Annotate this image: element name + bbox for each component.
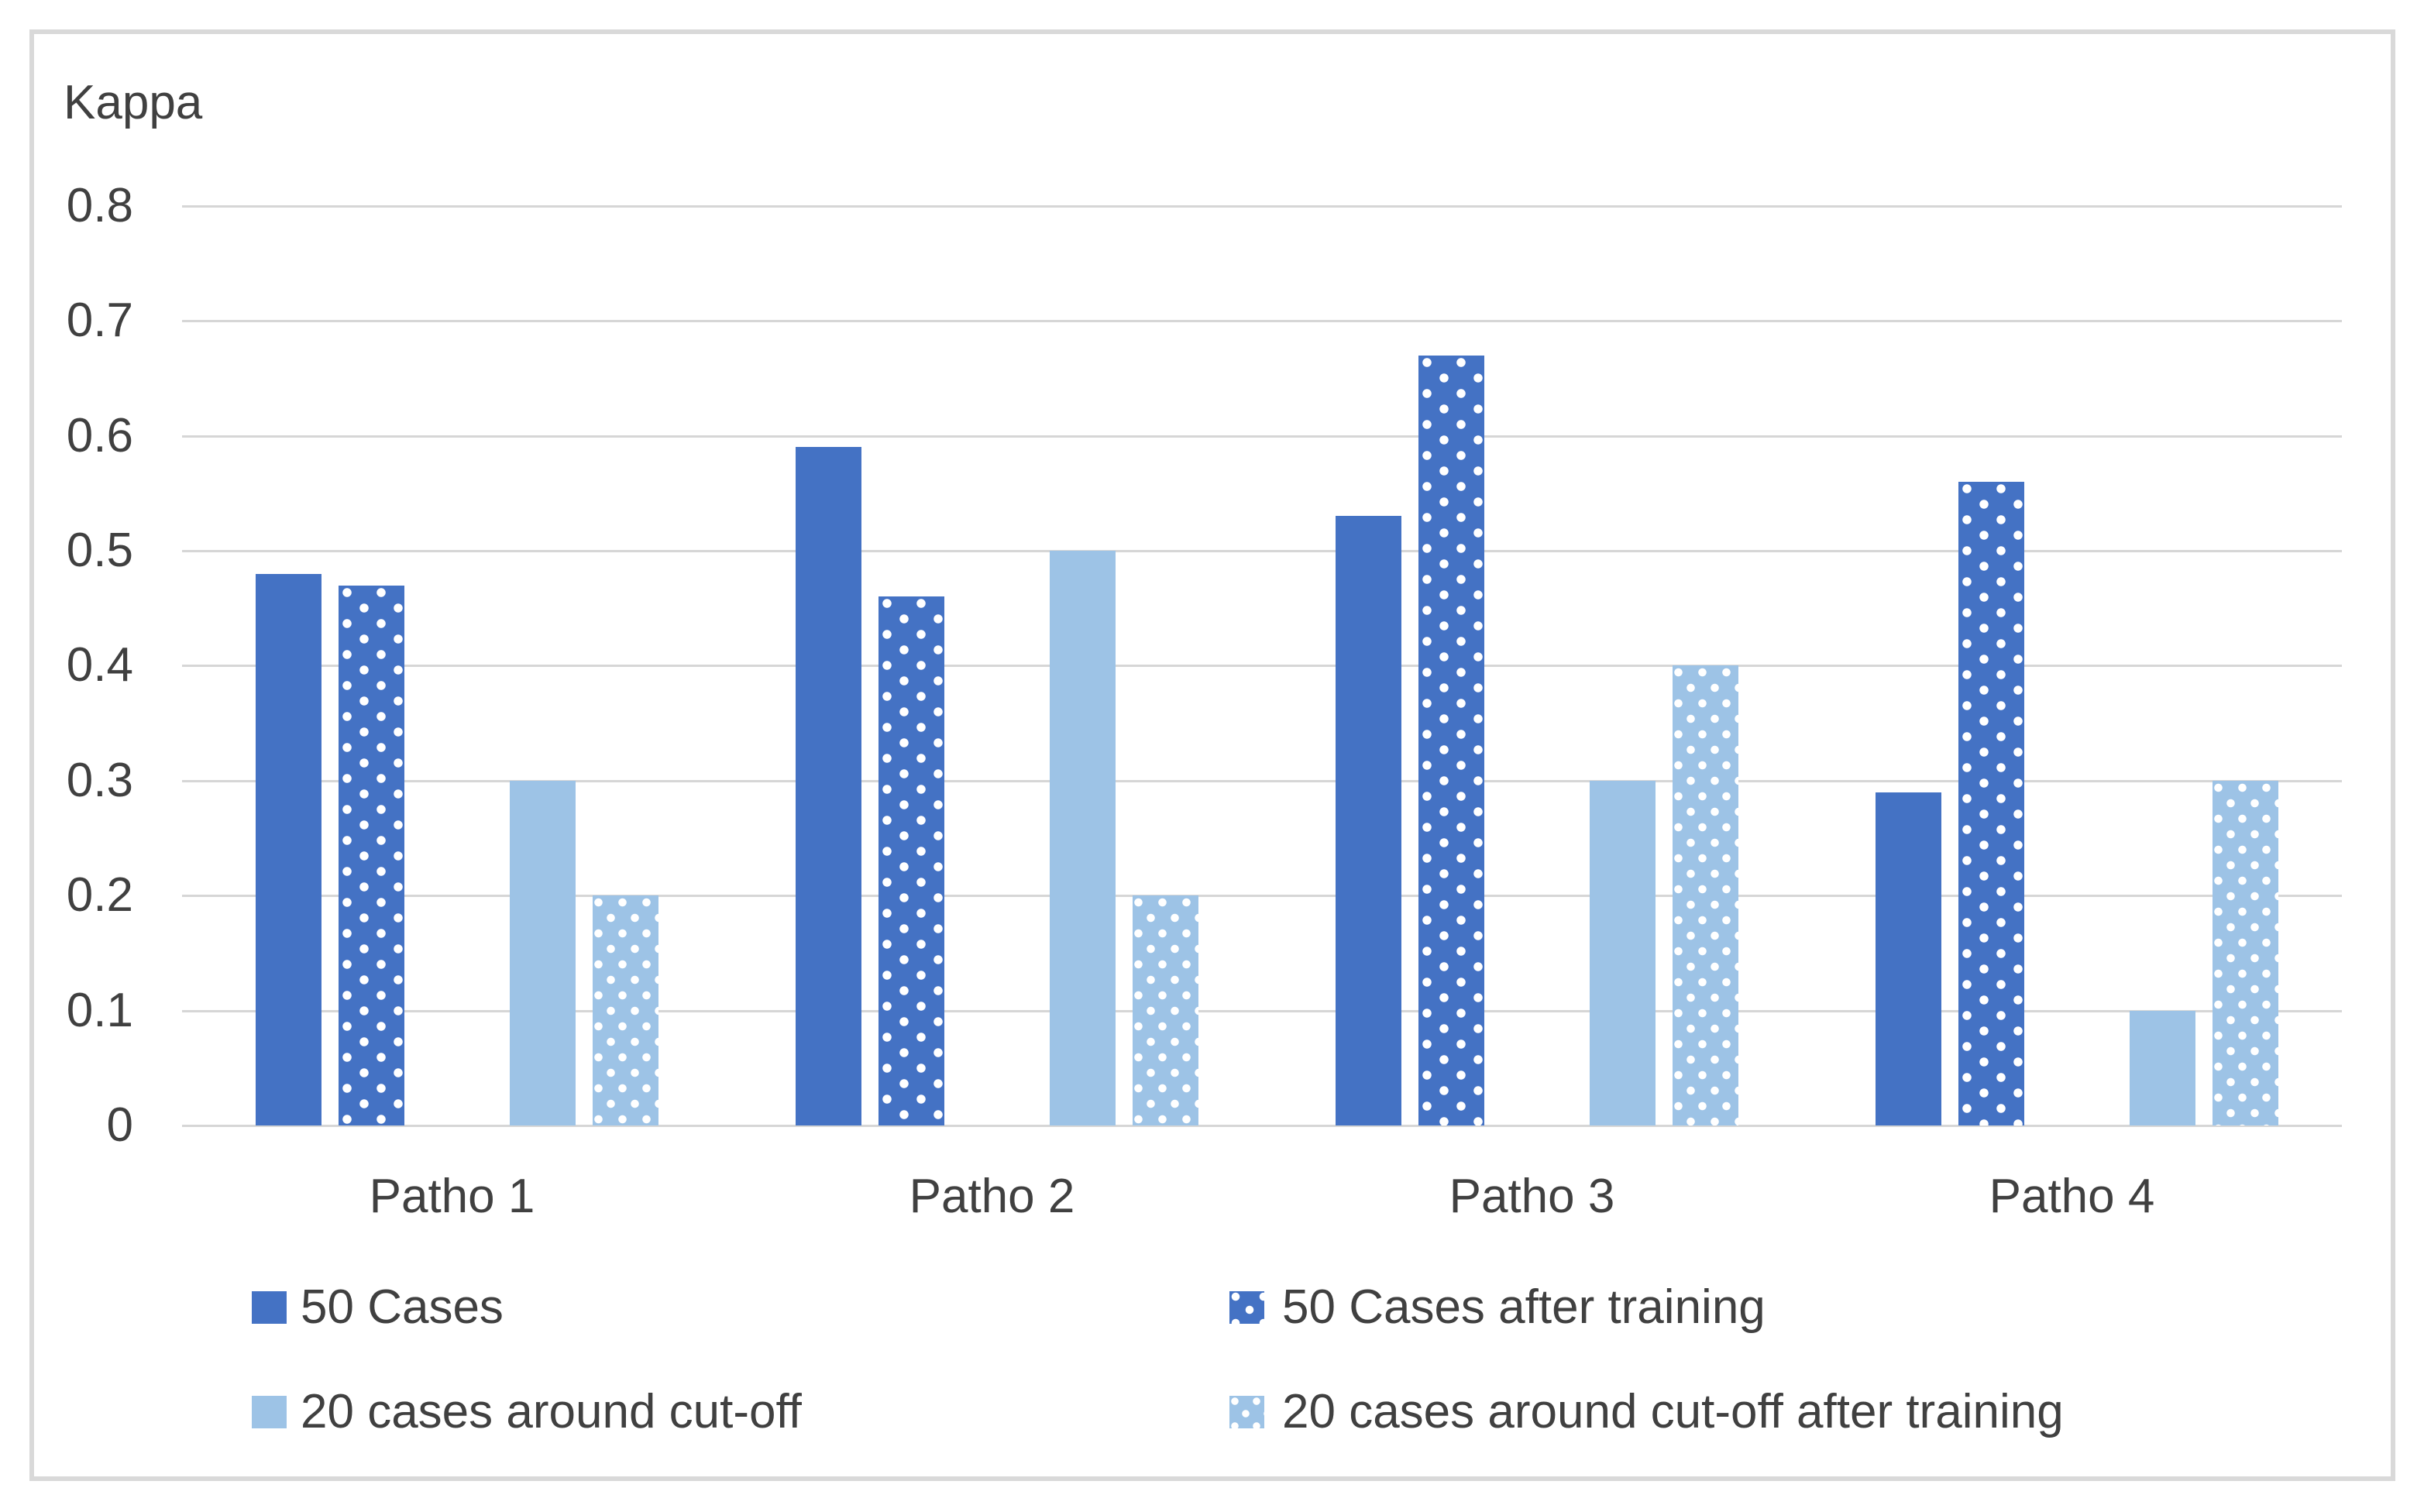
bar-20-cases-around-cut-off-patho-3	[1590, 781, 1656, 1125]
y-tick-label-0.3: 0.3	[66, 754, 133, 807]
gridline-0.8	[182, 205, 2342, 208]
legend-swatch-50-cases	[252, 1291, 287, 1324]
bar-50-cases-after-training-patho-4	[1958, 482, 2024, 1125]
legend-label-50-cases-after-training: 50 Cases after training	[1282, 1280, 1766, 1334]
bar-20-cases-around-cut-off-patho-2	[1050, 551, 1116, 1125]
legend-label-20-cases-around-cut-off: 20 cases around cut-off	[301, 1385, 802, 1438]
bar-50-cases-patho-3	[1336, 516, 1401, 1125]
y-tick-label-0.7: 0.7	[66, 294, 133, 347]
bar-50-cases-after-training-patho-3	[1418, 356, 1484, 1125]
y-tick-label-0.2: 0.2	[66, 868, 133, 922]
y-tick-label-0.1: 0.1	[66, 984, 133, 1037]
gridline-0.3	[182, 780, 2342, 782]
legend-swatch-20-cases-around-cut-off-after-training	[1229, 1396, 1264, 1428]
gridline-0	[182, 1125, 2342, 1127]
y-tick-label-0.6: 0.6	[66, 409, 133, 462]
gridline-0.1	[182, 1010, 2342, 1012]
y-tick-label-0: 0	[106, 1098, 133, 1152]
bar-50-cases-patho-1	[256, 574, 321, 1125]
x-category-label-patho-1: Patho 1	[369, 1170, 535, 1223]
x-category-label-patho-2: Patho 2	[909, 1170, 1075, 1223]
bar-20-cases-around-cut-off-after-training-patho-3	[1673, 665, 1738, 1125]
x-category-label-patho-4: Patho 4	[1989, 1170, 2155, 1223]
gridline-0.7	[182, 320, 2342, 322]
bar-20-cases-around-cut-off-patho-4	[2130, 1011, 2195, 1125]
gridline-0.4	[182, 665, 2342, 667]
bar-50-cases-patho-2	[796, 447, 861, 1125]
gridline-0.5	[182, 550, 2342, 552]
bar-20-cases-around-cut-off-after-training-patho-2	[1133, 895, 1198, 1125]
y-tick-label-0.4: 0.4	[66, 638, 133, 692]
bar-50-cases-after-training-patho-2	[878, 596, 944, 1125]
y-axis-title: Kappa	[64, 76, 203, 129]
legend-swatch-50-cases-after-training	[1229, 1291, 1264, 1324]
bar-50-cases-patho-4	[1876, 792, 1941, 1125]
legend-label-50-cases: 50 Cases	[301, 1280, 504, 1334]
gridline-0.2	[182, 895, 2342, 897]
gridline-0.6	[182, 435, 2342, 438]
x-category-label-patho-3: Patho 3	[1449, 1170, 1615, 1223]
legend-label-20-cases-around-cut-off-after-training: 20 cases around cut-off after training	[1282, 1385, 2064, 1438]
bar-20-cases-around-cut-off-after-training-patho-1	[593, 895, 658, 1125]
bar-20-cases-around-cut-off-after-training-patho-4	[2213, 781, 2278, 1125]
bar-20-cases-around-cut-off-patho-1	[510, 781, 576, 1125]
y-tick-label-0.5: 0.5	[66, 524, 133, 577]
legend-swatch-20-cases-around-cut-off	[252, 1396, 287, 1428]
y-tick-label-0.8: 0.8	[66, 179, 133, 232]
bar-50-cases-after-training-patho-1	[339, 586, 404, 1125]
